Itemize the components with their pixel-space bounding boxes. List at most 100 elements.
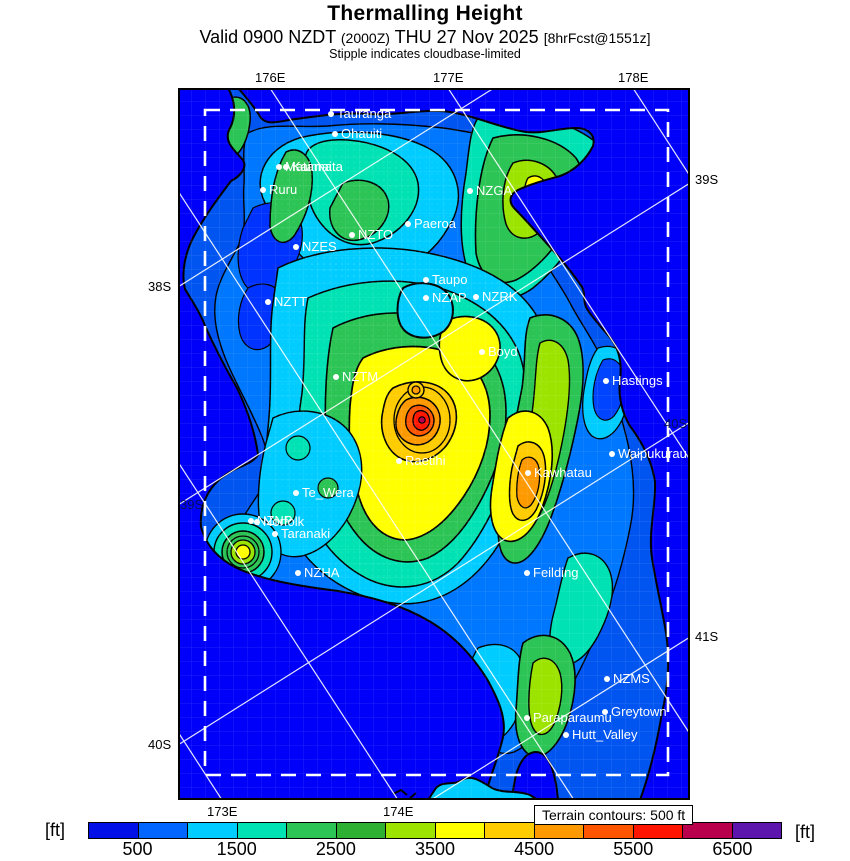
station-dot	[423, 277, 429, 283]
thermalling-height-colorbar	[88, 822, 782, 839]
stipple-note: Stipple indicates cloudbase-limited	[329, 47, 521, 61]
lat-label-39S: 39S	[695, 172, 719, 187]
station-dot	[524, 570, 530, 576]
station-dot	[467, 188, 473, 194]
model-grid-overlay	[178, 88, 690, 800]
station-dot	[265, 299, 271, 305]
station-label: NZMS	[613, 671, 650, 686]
station-label: Ohauiti	[341, 126, 383, 141]
lon-label-177E: 177E	[433, 70, 464, 85]
station-label: NZES	[302, 239, 337, 254]
station-label: NZGA	[476, 183, 513, 198]
station-label: Feilding	[533, 565, 579, 580]
station-label: Paraparaumu	[533, 710, 612, 725]
station-label: Kawhatau	[534, 465, 592, 480]
station-dot	[295, 570, 301, 576]
colorbar-segment-7	[435, 823, 485, 838]
domain-boundary-dashed	[203, 108, 670, 777]
station-dot	[423, 295, 429, 301]
lon-label-178E: 178E	[618, 70, 649, 85]
station-label: Taranaki	[281, 526, 331, 541]
station-dot	[272, 531, 278, 537]
unit-label-left: [ft]	[45, 820, 66, 840]
station-dot	[293, 244, 299, 250]
lon-label-174E: 174E	[383, 804, 414, 819]
colorbar-tick-2500: 2500	[315, 839, 356, 859]
colorbar-segment-9	[534, 823, 584, 838]
station-label: NZAP	[432, 290, 467, 305]
page-title: Thermalling Height	[327, 2, 523, 25]
terrain-contours-note: Terrain contours: 500 ft	[534, 805, 694, 825]
station-label: Hastings	[612, 373, 663, 388]
colorbar-tick-6500: 6500	[712, 839, 753, 859]
valid-fcst: [8hrFcst@1551z]	[543, 30, 651, 46]
graticule-lines	[178, 88, 690, 800]
colorbar-segment-11	[633, 823, 683, 838]
station-label: Kaimai	[292, 159, 332, 174]
station-label: NZHA	[304, 565, 340, 580]
lat-label-40S: 40S	[148, 737, 172, 752]
station-dot	[396, 458, 402, 464]
station-label: Raetihi	[405, 453, 446, 468]
unit-label-right: [ft]	[795, 822, 816, 842]
station-dot	[525, 470, 531, 476]
station-label: Greytown	[611, 704, 667, 719]
station-label: Paeroa	[414, 216, 456, 231]
lat-label-41S: 41S	[695, 629, 719, 644]
colorbar-segment-6	[386, 823, 436, 838]
station-dot	[609, 451, 615, 457]
colorbar-segment-12	[683, 823, 733, 838]
colorbar-segment-13	[732, 823, 781, 838]
colorbar-tick-5500: 5500	[613, 839, 654, 859]
station-label: Te_Wera	[302, 485, 354, 500]
valid-prefix: Valid 0900 NZDT	[199, 27, 336, 47]
lon-label-173E: 173E	[207, 804, 238, 819]
station-dot	[349, 232, 355, 238]
colorbar-tick-4500: 4500	[514, 839, 555, 859]
station-label: NZTO	[358, 227, 394, 242]
station-label: Ruru	[269, 182, 298, 197]
colorbar-tick-labels: 500 1500 2500 3500 4500 5500 6500	[88, 839, 782, 861]
station-label: NZTT	[274, 294, 308, 309]
station-dot	[604, 676, 610, 682]
station-label: Tauranga	[337, 106, 392, 121]
valid-date: THU 27 Nov 2025	[394, 27, 539, 47]
station-dot	[524, 715, 530, 721]
lat-label-38S: 38S	[148, 279, 172, 294]
lon-label-176E: 176E	[255, 70, 286, 85]
station-dot	[405, 221, 411, 227]
station-dot	[473, 294, 479, 300]
station-dot	[563, 732, 569, 738]
station-label: Hutt_Valley	[572, 727, 638, 742]
lat-label-40S: 40S	[664, 416, 688, 431]
station-dot	[254, 519, 260, 525]
colorbar-segment-0	[89, 823, 139, 838]
valid-zulu: (2000Z)	[340, 30, 390, 46]
colorbar-segment-3	[237, 823, 287, 838]
station-dot	[248, 518, 254, 524]
colorbar-segment-1	[138, 823, 188, 838]
colorbar-segment-10	[584, 823, 634, 838]
station-dot	[293, 490, 299, 496]
station-dot	[283, 164, 289, 170]
colorbar-segment-4	[287, 823, 337, 838]
colorbar-segment-5	[336, 823, 386, 838]
colorbar-tick-1500: 1500	[216, 839, 257, 859]
station-label: NZRK	[482, 289, 518, 304]
terrain-contour-plot	[178, 88, 690, 800]
station-label: NZNP	[257, 513, 293, 528]
station-label: Taupo	[432, 272, 468, 287]
valid-time-line: Valid 0900 NZDT (2000Z) THU 27 Nov 2025 …	[0, 27, 850, 48]
forecast-map: Tauranga Ohauiti Matamata Kaimai Ruru NZGA Pae…	[148, 70, 718, 819]
colorbar-segment-2	[188, 823, 238, 838]
station-dot	[328, 111, 334, 117]
station-dot	[276, 164, 282, 170]
station-label: NZTM	[342, 369, 379, 384]
station-label: Norfolk	[263, 514, 305, 529]
station-dot	[333, 374, 339, 380]
colorbar-tick-500: 500	[122, 839, 153, 859]
colorbar-segment-8	[485, 823, 535, 838]
station-label: Boyd	[488, 344, 518, 359]
map-border	[178, 88, 690, 800]
